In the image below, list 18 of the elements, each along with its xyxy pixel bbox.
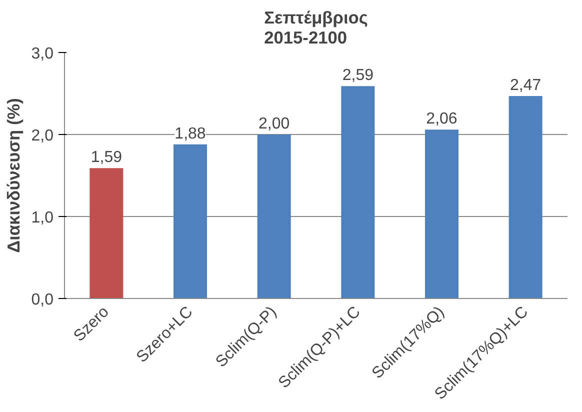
- bar: [424, 130, 459, 298]
- y-axis-title: Διακινδύνευση (%): [3, 98, 24, 253]
- data-label: 2,59: [342, 67, 374, 84]
- data-label: 2,06: [426, 110, 458, 128]
- bar: [90, 168, 124, 298]
- chart-title: Σεπτέμβριος 2015-2100: [264, 8, 368, 48]
- data-label: 1,59: [90, 149, 122, 166]
- y-tick-label: 3,0: [31, 46, 54, 62]
- data-label: 2,00: [258, 116, 290, 132]
- y-tick-label: 2,0: [31, 128, 54, 144]
- bar: [173, 144, 208, 298]
- data-label: 1,88: [174, 125, 206, 142]
- bar: [341, 86, 375, 298]
- y-tick-label: 0,0: [31, 292, 54, 308]
- y-tick-label: 1,0: [31, 210, 54, 226]
- bar: [508, 96, 542, 298]
- bar: [257, 134, 291, 298]
- data-label: 2,47: [510, 76, 542, 94]
